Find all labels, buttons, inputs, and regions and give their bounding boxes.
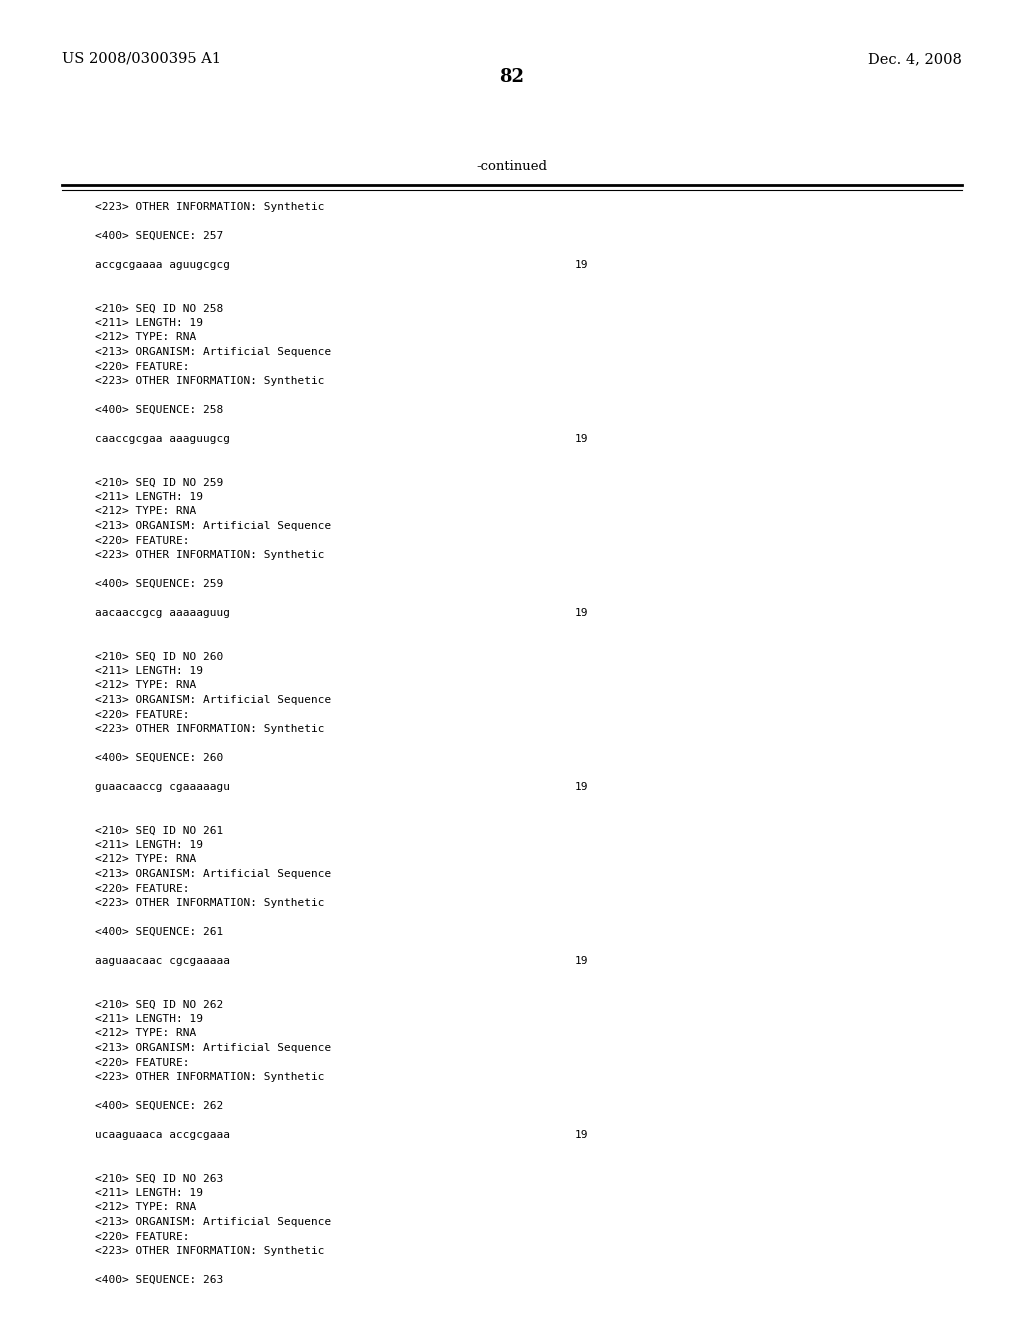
Text: <211> LENGTH: 19: <211> LENGTH: 19 bbox=[95, 318, 203, 327]
Text: <212> TYPE: RNA: <212> TYPE: RNA bbox=[95, 681, 197, 690]
Text: <223> OTHER INFORMATION: Synthetic: <223> OTHER INFORMATION: Synthetic bbox=[95, 1246, 325, 1257]
Text: <400> SEQUENCE: 258: <400> SEQUENCE: 258 bbox=[95, 405, 223, 414]
Text: <223> OTHER INFORMATION: Synthetic: <223> OTHER INFORMATION: Synthetic bbox=[95, 723, 325, 734]
Text: ucaaguaaca accgcgaaa: ucaaguaaca accgcgaaa bbox=[95, 1130, 230, 1140]
Text: guaacaaccg cgaaaaagu: guaacaaccg cgaaaaagu bbox=[95, 781, 230, 792]
Text: <212> TYPE: RNA: <212> TYPE: RNA bbox=[95, 854, 197, 865]
Text: <400> SEQUENCE: 260: <400> SEQUENCE: 260 bbox=[95, 752, 223, 763]
Text: <400> SEQUENCE: 261: <400> SEQUENCE: 261 bbox=[95, 927, 223, 937]
Text: 19: 19 bbox=[575, 260, 589, 271]
Text: <210> SEQ ID NO 258: <210> SEQ ID NO 258 bbox=[95, 304, 223, 314]
Text: 19: 19 bbox=[575, 1130, 589, 1140]
Text: <210> SEQ ID NO 259: <210> SEQ ID NO 259 bbox=[95, 478, 223, 487]
Text: aaguaacaac cgcgaaaaa: aaguaacaac cgcgaaaaa bbox=[95, 956, 230, 966]
Text: <213> ORGANISM: Artificial Sequence: <213> ORGANISM: Artificial Sequence bbox=[95, 347, 331, 356]
Text: <400> SEQUENCE: 263: <400> SEQUENCE: 263 bbox=[95, 1275, 223, 1284]
Text: caaccgcgaa aaaguugcg: caaccgcgaa aaaguugcg bbox=[95, 434, 230, 444]
Text: -continued: -continued bbox=[476, 160, 548, 173]
Text: <210> SEQ ID NO 263: <210> SEQ ID NO 263 bbox=[95, 1173, 223, 1184]
Text: <223> OTHER INFORMATION: Synthetic: <223> OTHER INFORMATION: Synthetic bbox=[95, 550, 325, 560]
Text: <220> FEATURE:: <220> FEATURE: bbox=[95, 536, 189, 545]
Text: 19: 19 bbox=[575, 609, 589, 618]
Text: <220> FEATURE:: <220> FEATURE: bbox=[95, 710, 189, 719]
Text: <212> TYPE: RNA: <212> TYPE: RNA bbox=[95, 1203, 197, 1213]
Text: <220> FEATURE:: <220> FEATURE: bbox=[95, 883, 189, 894]
Text: <211> LENGTH: 19: <211> LENGTH: 19 bbox=[95, 492, 203, 502]
Text: <220> FEATURE:: <220> FEATURE: bbox=[95, 1057, 189, 1068]
Text: <220> FEATURE:: <220> FEATURE: bbox=[95, 1232, 189, 1242]
Text: <212> TYPE: RNA: <212> TYPE: RNA bbox=[95, 507, 197, 516]
Text: <213> ORGANISM: Artificial Sequence: <213> ORGANISM: Artificial Sequence bbox=[95, 869, 331, 879]
Text: 19: 19 bbox=[575, 956, 589, 966]
Text: accgcgaaaa aguugcgcg: accgcgaaaa aguugcgcg bbox=[95, 260, 230, 271]
Text: <213> ORGANISM: Artificial Sequence: <213> ORGANISM: Artificial Sequence bbox=[95, 696, 331, 705]
Text: <213> ORGANISM: Artificial Sequence: <213> ORGANISM: Artificial Sequence bbox=[95, 1217, 331, 1228]
Text: <213> ORGANISM: Artificial Sequence: <213> ORGANISM: Artificial Sequence bbox=[95, 1043, 331, 1053]
Text: <210> SEQ ID NO 261: <210> SEQ ID NO 261 bbox=[95, 825, 223, 836]
Text: 19: 19 bbox=[575, 434, 589, 444]
Text: aacaaccgcg aaaaaguug: aacaaccgcg aaaaaguug bbox=[95, 609, 230, 618]
Text: <400> SEQUENCE: 262: <400> SEQUENCE: 262 bbox=[95, 1101, 223, 1111]
Text: <211> LENGTH: 19: <211> LENGTH: 19 bbox=[95, 1014, 203, 1024]
Text: 82: 82 bbox=[500, 69, 524, 86]
Text: <210> SEQ ID NO 260: <210> SEQ ID NO 260 bbox=[95, 652, 223, 661]
Text: <211> LENGTH: 19: <211> LENGTH: 19 bbox=[95, 667, 203, 676]
Text: <400> SEQUENCE: 257: <400> SEQUENCE: 257 bbox=[95, 231, 223, 242]
Text: <210> SEQ ID NO 262: <210> SEQ ID NO 262 bbox=[95, 999, 223, 1010]
Text: <220> FEATURE:: <220> FEATURE: bbox=[95, 362, 189, 371]
Text: Dec. 4, 2008: Dec. 4, 2008 bbox=[868, 51, 962, 66]
Text: 19: 19 bbox=[575, 781, 589, 792]
Text: <213> ORGANISM: Artificial Sequence: <213> ORGANISM: Artificial Sequence bbox=[95, 521, 331, 531]
Text: <223> OTHER INFORMATION: Synthetic: <223> OTHER INFORMATION: Synthetic bbox=[95, 202, 325, 213]
Text: <211> LENGTH: 19: <211> LENGTH: 19 bbox=[95, 1188, 203, 1199]
Text: <211> LENGTH: 19: <211> LENGTH: 19 bbox=[95, 840, 203, 850]
Text: <223> OTHER INFORMATION: Synthetic: <223> OTHER INFORMATION: Synthetic bbox=[95, 898, 325, 908]
Text: <223> OTHER INFORMATION: Synthetic: <223> OTHER INFORMATION: Synthetic bbox=[95, 1072, 325, 1082]
Text: <223> OTHER INFORMATION: Synthetic: <223> OTHER INFORMATION: Synthetic bbox=[95, 376, 325, 385]
Text: <212> TYPE: RNA: <212> TYPE: RNA bbox=[95, 1028, 197, 1039]
Text: <400> SEQUENCE: 259: <400> SEQUENCE: 259 bbox=[95, 579, 223, 589]
Text: <212> TYPE: RNA: <212> TYPE: RNA bbox=[95, 333, 197, 342]
Text: US 2008/0300395 A1: US 2008/0300395 A1 bbox=[62, 51, 221, 66]
